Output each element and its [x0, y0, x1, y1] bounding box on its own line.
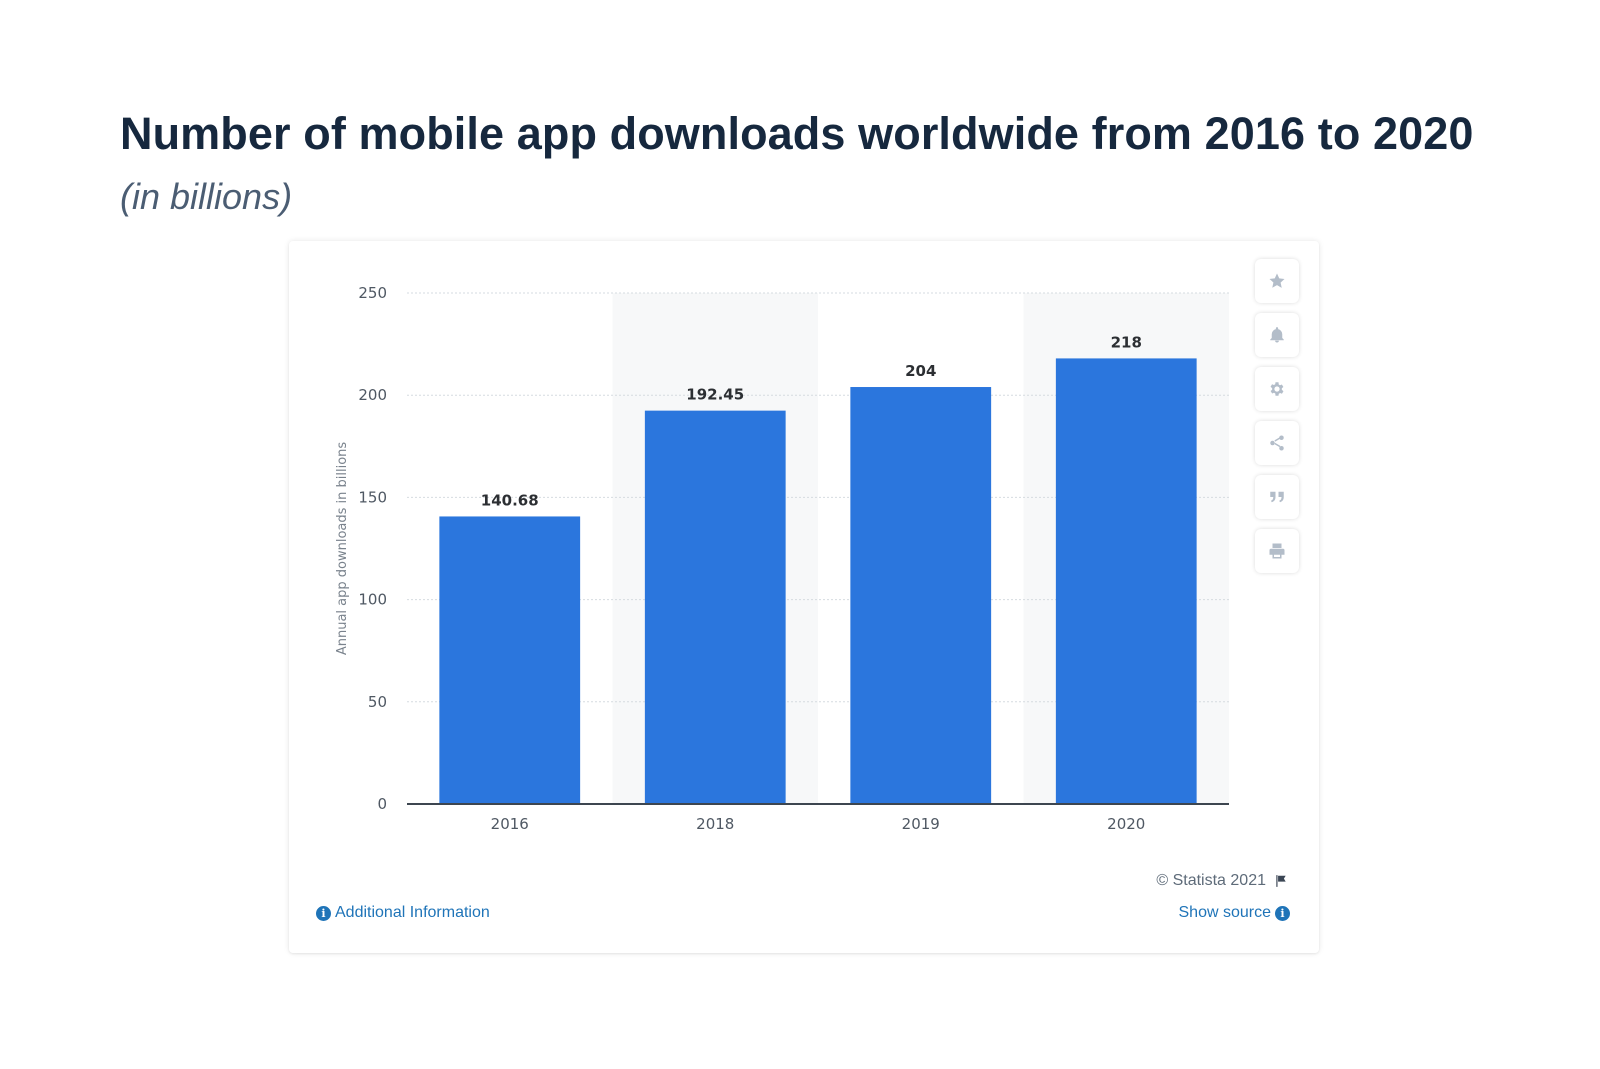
copyright: © Statista 2021 [1156, 872, 1288, 890]
y-tick-label: 0 [377, 795, 387, 813]
settings-button[interactable] [1255, 367, 1299, 411]
value-label: 204 [905, 362, 936, 380]
x-tick-label: 2020 [1107, 815, 1145, 833]
alert-button[interactable] [1255, 313, 1299, 357]
additional-information-link[interactable]: i Additional Information [316, 904, 490, 922]
bar [1055, 358, 1197, 804]
value-label: 218 [1111, 333, 1142, 351]
chart-toolbar [1255, 259, 1299, 573]
favorite-button[interactable] [1255, 259, 1299, 303]
cite-button[interactable] [1255, 475, 1299, 519]
page-title: Number of mobile app downloads worldwide… [120, 108, 1474, 159]
y-tick-label: 250 [358, 284, 387, 302]
info-icon: i [316, 905, 331, 921]
x-tick-label: 2019 [902, 815, 940, 833]
quote-icon [1270, 491, 1284, 503]
flag-icon[interactable] [1274, 874, 1288, 888]
value-label: 140.68 [481, 491, 539, 509]
copyright-text: © Statista 2021 [1156, 872, 1266, 889]
bar [850, 387, 992, 804]
star-icon [1269, 273, 1285, 288]
show-source-label: Show source [1178, 904, 1272, 921]
y-tick-label: 200 [358, 386, 387, 404]
x-tick-labels: 2016 2018 2019 2020 [491, 815, 1146, 833]
show-source-link[interactable]: Show source i [1178, 904, 1290, 922]
additional-information-label: Additional Information [335, 904, 490, 921]
print-icon [1269, 543, 1285, 559]
bar [439, 516, 581, 804]
bar [644, 410, 786, 804]
x-tick-label: 2018 [696, 815, 734, 833]
gear-icon [1270, 382, 1284, 396]
value-label: 192.45 [686, 386, 744, 404]
share-icon [1270, 435, 1284, 451]
info-icon: i [1275, 905, 1290, 921]
y-tick-labels: 0 50 100 150 200 250 [358, 284, 387, 813]
print-button[interactable] [1255, 529, 1299, 573]
value-labels: 140.68 192.45 204 218 [481, 333, 1142, 509]
bell-icon [1270, 327, 1284, 343]
y-axis-label: Annual app downloads in billions [335, 442, 350, 656]
x-tick-label: 2016 [491, 815, 529, 833]
y-tick-label: 150 [358, 488, 387, 506]
y-tick-label: 100 [358, 591, 387, 609]
bars [439, 358, 1197, 804]
y-tick-label: 50 [368, 693, 387, 711]
page-subtitle: (in billions) [120, 176, 293, 217]
share-button[interactable] [1255, 421, 1299, 465]
